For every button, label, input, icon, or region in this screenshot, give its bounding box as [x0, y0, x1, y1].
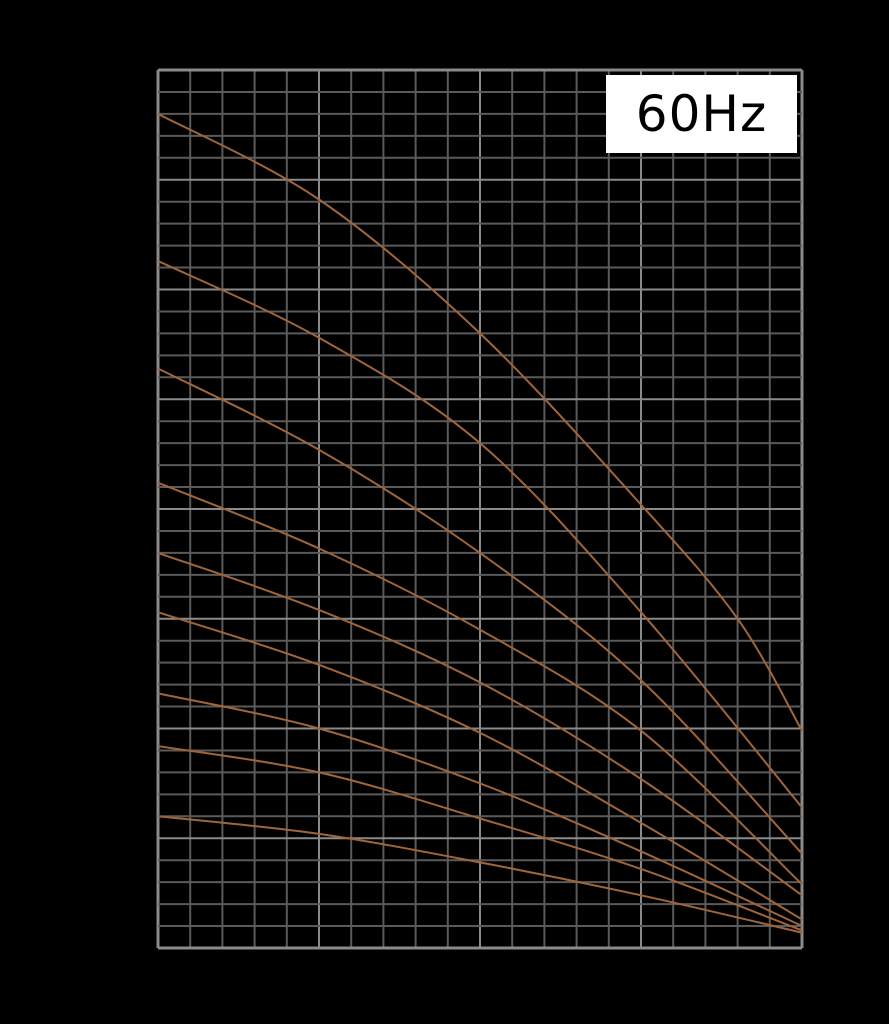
curve-4-line	[157, 481, 803, 886]
curve-3-line	[157, 367, 803, 855]
chart-grid	[156, 68, 804, 950]
curve-8-line	[157, 745, 803, 932]
curve-6-line	[157, 611, 803, 921]
curve-5-line	[157, 551, 803, 897]
curve-7-line	[157, 692, 803, 927]
frequency-label: 60Hz	[635, 85, 768, 143]
chart-curves	[157, 113, 803, 934]
curve-2-line	[157, 260, 803, 809]
curve-1-line	[157, 113, 803, 732]
frequency-badge: 60Hz	[606, 75, 797, 153]
curve-9-line	[157, 815, 803, 934]
